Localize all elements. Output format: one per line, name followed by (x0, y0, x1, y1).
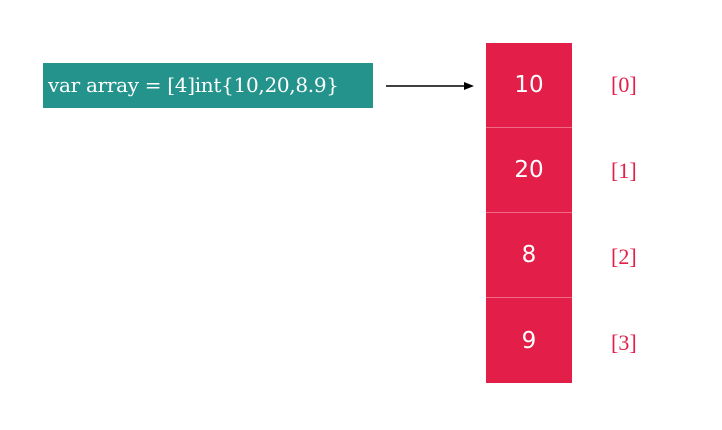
index-label-0: [0] (611, 72, 637, 97)
array-memory-column: 10 20 8 9 (486, 43, 572, 383)
array-cell-3: 9 (486, 298, 572, 383)
array-cell-1: 20 (486, 128, 572, 213)
array-cell-0: 10 (486, 43, 572, 128)
arrow-icon (386, 82, 474, 90)
index-label-3: [3] (611, 330, 637, 355)
array-cell-2: 8 (486, 213, 572, 298)
array-declaration-label: var array = [4]int{10,20,8.9} (43, 63, 373, 108)
index-label-2: [2] (611, 244, 637, 269)
index-label-1: [1] (611, 158, 637, 183)
